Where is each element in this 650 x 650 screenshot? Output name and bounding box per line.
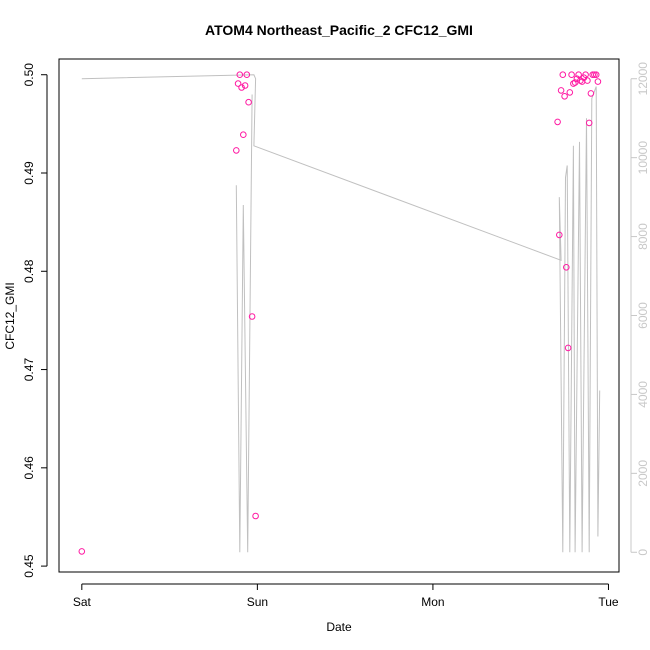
data-point xyxy=(238,84,245,91)
data-point xyxy=(557,87,565,94)
data-point xyxy=(554,118,561,126)
y2-tick-label: 6000 xyxy=(636,302,650,329)
y-tick-label: 0.46 xyxy=(22,456,36,480)
y-tick-label: 0.47 xyxy=(22,358,36,382)
data-point xyxy=(236,71,244,78)
data-point xyxy=(566,89,574,96)
data-point xyxy=(240,131,247,138)
y-axis: 0.45 0.46 0.47 0.48 0.49 0.50 xyxy=(22,63,48,578)
data-point xyxy=(582,71,589,78)
data-point xyxy=(559,71,567,78)
y-tick-label: 0.49 xyxy=(22,161,36,185)
series-line-2 xyxy=(235,94,253,553)
data-point xyxy=(585,119,593,127)
data-point xyxy=(248,313,256,320)
data-point xyxy=(556,231,563,239)
data-point xyxy=(587,90,595,97)
x-tick-label: Sat xyxy=(73,595,92,609)
data-point xyxy=(584,77,591,84)
data-point xyxy=(563,264,570,271)
y2-tick-label: 4000 xyxy=(636,381,650,408)
data-point xyxy=(575,71,582,78)
series-points xyxy=(78,71,602,555)
y2-tick-label: 10000 xyxy=(636,141,650,175)
y2-axis: 0 2000 4000 6000 8000 10000 12000 xyxy=(630,62,650,556)
data-point xyxy=(233,147,240,154)
data-point xyxy=(592,71,600,78)
plot-area-frame xyxy=(58,58,620,573)
x-axis: Sat Sun Mon Tue xyxy=(73,583,619,609)
data-point xyxy=(564,344,572,352)
data-point xyxy=(241,82,249,89)
y-axis-label: CFC12_GMI xyxy=(3,282,17,349)
data-point xyxy=(78,548,86,555)
series-lines xyxy=(81,74,601,553)
y2-tick-label: 8000 xyxy=(636,223,650,250)
x-tick-label: Sun xyxy=(247,595,268,609)
series-line-1 xyxy=(81,74,601,553)
data-point xyxy=(243,71,251,78)
data-point xyxy=(573,75,581,82)
y2-tick-label: 2000 xyxy=(636,460,650,487)
y-tick-label: 0.48 xyxy=(22,259,36,283)
data-point xyxy=(252,512,259,520)
y-tick-label: 0.45 xyxy=(22,554,36,578)
data-point xyxy=(568,71,575,78)
data-point xyxy=(245,98,252,106)
y2-tick-label: 12000 xyxy=(636,62,650,96)
y-tick-label: 0.50 xyxy=(22,63,36,87)
chart-title: ATOM4 Northeast_Pacific_2 CFC12_GMI xyxy=(205,22,473,38)
x-tick-label: Mon xyxy=(421,595,444,609)
data-point xyxy=(591,71,598,78)
x-axis-label: Date xyxy=(326,620,352,634)
data-point xyxy=(561,93,568,100)
data-point xyxy=(594,78,602,85)
y2-tick-label: 0 xyxy=(636,549,650,556)
data-point xyxy=(234,80,242,87)
x-tick-label: Tue xyxy=(598,595,619,609)
